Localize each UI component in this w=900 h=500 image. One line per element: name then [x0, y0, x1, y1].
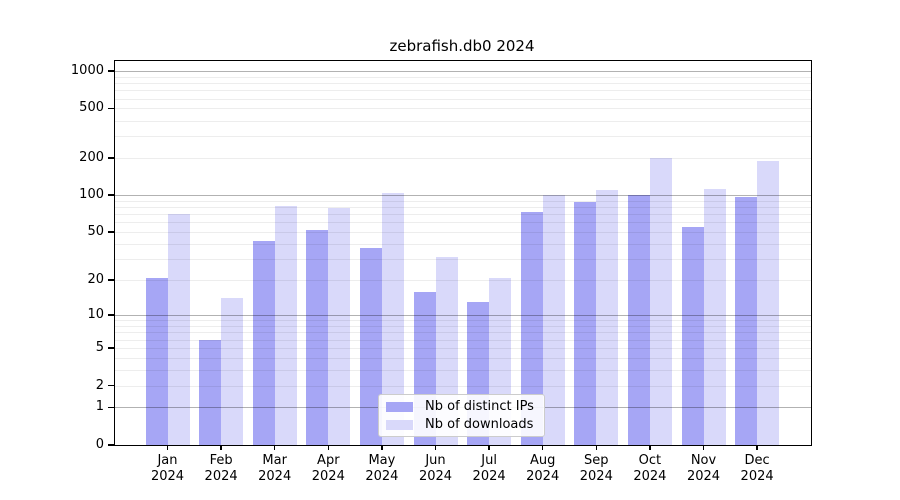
x-tick-label: May 2024	[365, 453, 399, 484]
x-tick-label: Jan 2024	[150, 453, 185, 484]
y-tick-mark	[108, 70, 115, 72]
bar-distinct-ips-jan	[145, 277, 168, 445]
y-tick-label: 1000	[70, 63, 104, 78]
chart-title: zebrafish.db0 2024	[389, 37, 535, 55]
bar-downloads-aug	[542, 195, 565, 445]
y-tick-mark	[108, 194, 115, 196]
bar-distinct-ips-mar	[252, 241, 275, 445]
x-tick-label: Feb 2024	[204, 453, 238, 484]
bar-distinct-ips-oct	[627, 195, 650, 445]
bar-downloads-jan	[167, 214, 190, 445]
y-tick-mark	[108, 384, 115, 387]
bar-distinct-ips-sep	[574, 202, 597, 445]
y-tick-label: 50	[87, 224, 104, 240]
minor-gridline	[115, 83, 811, 85]
x-tick-label: Nov 2024	[686, 453, 721, 484]
y-tick-mark	[108, 107, 115, 110]
y-tick-label: 500	[79, 100, 104, 116]
y-tick-mark	[108, 406, 115, 409]
x-tick-mark	[756, 445, 758, 450]
x-tick-label: Jul 2024	[472, 453, 506, 484]
minor-gridline	[115, 120, 811, 122]
y-tick-mark	[108, 347, 115, 349]
y-tick-label: 1	[95, 399, 104, 415]
y-tick-mark	[108, 314, 115, 316]
x-tick-label: Jun 2024	[418, 453, 453, 484]
legend-item: Nb of distinct IPs	[386, 399, 536, 414]
minor-gridline	[115, 157, 811, 159]
x-tick-mark	[381, 445, 383, 450]
x-tick-label: Sep 2024	[579, 453, 613, 484]
legend-item: Nb of downloads	[386, 417, 536, 432]
y-tick-label: 2	[95, 377, 104, 393]
x-tick-mark	[488, 445, 490, 450]
x-tick-label: Apr 2024	[311, 453, 345, 484]
minor-gridline	[115, 98, 811, 100]
legend-swatch-icon	[386, 401, 413, 412]
bar-downloads-nov	[703, 189, 726, 445]
bar-distinct-ips-apr	[306, 230, 329, 445]
y-tick-mark	[108, 231, 115, 233]
bar-downloads-sep	[596, 190, 619, 445]
y-tick-label: 5	[95, 340, 104, 355]
x-tick-mark	[595, 445, 597, 450]
y-tick-label: 100	[79, 187, 104, 203]
x-tick-mark	[220, 445, 222, 450]
x-tick-mark	[327, 445, 329, 450]
bar-downloads-apr	[328, 207, 351, 445]
legend: Nb of distinct IPs Nb of downloads	[378, 394, 545, 437]
bar-downloads-feb	[221, 298, 244, 445]
x-tick-label: Dec 2024	[740, 453, 774, 484]
y-tick-label: 200	[79, 149, 104, 165]
major-gridline	[115, 71, 811, 72]
legend-swatch-icon	[386, 419, 413, 430]
bar-downloads-may	[381, 193, 404, 445]
y-tick-label: 20	[87, 272, 104, 288]
bar-distinct-ips-nov	[681, 227, 704, 445]
x-tick-mark	[542, 445, 544, 450]
y-tick-label: 0	[95, 437, 104, 452]
minor-gridline	[115, 136, 811, 138]
bar-downloads-oct	[649, 157, 672, 445]
legend-label: Nb of distinct IPs	[425, 399, 534, 414]
x-tick-mark	[434, 445, 437, 450]
legend-label: Nb of downloads	[425, 417, 534, 432]
x-tick-mark	[649, 445, 651, 450]
bar-distinct-ips-aug	[520, 212, 543, 445]
bar-distinct-ips-feb	[199, 339, 222, 445]
minor-gridline	[115, 76, 811, 78]
minor-gridline	[115, 90, 811, 92]
plot-area: Nb of distinct IPs Nb of downloads 0 1 2 5 10…	[71, 60, 812, 484]
bar-distinct-ips-may	[359, 248, 382, 445]
y-tick-mark	[108, 157, 115, 159]
x-tick-label: Oct 2024	[633, 453, 667, 484]
y-tick-label: 10	[87, 307, 104, 323]
x-tick-label: Mar 2024	[258, 453, 292, 484]
x-tick-mark	[166, 445, 169, 450]
x-tick-mark	[702, 445, 705, 450]
x-tick-mark	[274, 445, 276, 450]
bar-downloads-dec	[757, 160, 780, 445]
bar-distinct-ips-dec	[735, 197, 758, 445]
x-tick-label: Aug 2024	[526, 453, 560, 484]
y-tick-mark	[108, 444, 115, 446]
bar-downloads-mar	[274, 205, 297, 445]
minor-gridline	[115, 108, 811, 110]
y-tick-mark	[108, 279, 115, 281]
